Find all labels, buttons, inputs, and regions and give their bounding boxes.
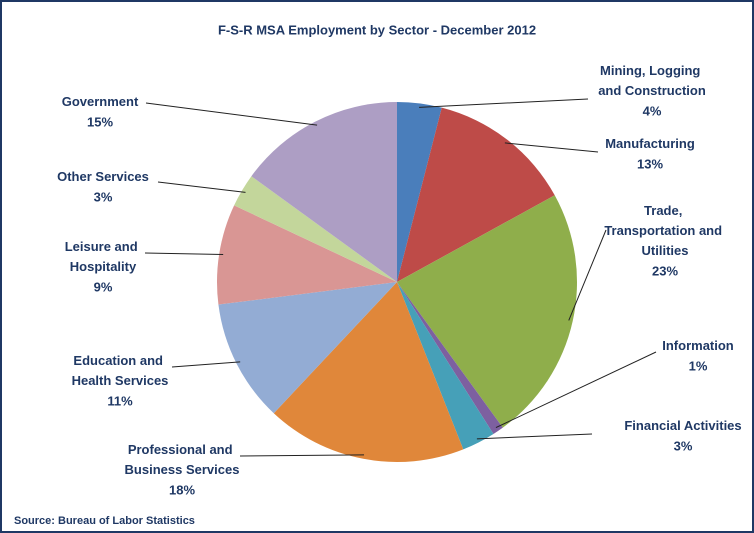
value-label: 9% (94, 279, 113, 294)
value-label: 11% (107, 393, 133, 408)
category-label: Professional and Business Services (125, 442, 240, 477)
leader-line (144, 252, 224, 255)
chart-title: F-S-R MSA Employment by Sector - Decembe… (218, 22, 536, 37)
leader-line (239, 454, 365, 457)
category-label: Financial Activities (624, 418, 741, 433)
pie-slice (251, 102, 397, 282)
pie-slice (397, 102, 442, 282)
value-label: 1% (689, 358, 708, 373)
category-label: Other Services (57, 169, 149, 184)
pie-slice (217, 205, 397, 305)
value-label: 4% (643, 103, 662, 118)
pie-slice (218, 282, 397, 414)
source-note: Source: Bureau of Labor Statistics (14, 515, 195, 527)
pie-slice (397, 107, 555, 282)
leader-line (145, 102, 318, 126)
category-label: Leisure and Hospitality (65, 239, 142, 274)
value-label: 15% (87, 114, 113, 129)
value-label: 3% (674, 438, 693, 453)
pie-slice (397, 282, 503, 434)
category-label: Trade, Transportation and Utilities (604, 203, 725, 258)
leader-line (495, 351, 657, 429)
pie-slice (397, 195, 577, 428)
leader-line (419, 98, 589, 108)
category-label: Manufacturing (605, 136, 695, 151)
value-label: 3% (94, 189, 113, 204)
value-label: 13% (637, 156, 663, 171)
leader-line (171, 361, 241, 368)
leader-line (157, 181, 246, 193)
category-label: Information (662, 338, 734, 353)
leader-line (504, 142, 599, 153)
category-label: Education and Health Services (72, 353, 169, 388)
category-label: Mining, Logging and Construction (598, 63, 706, 98)
leader-line (568, 229, 607, 321)
leader-line (476, 433, 593, 440)
value-label: 23% (652, 263, 678, 278)
value-label: 18% (169, 482, 195, 497)
pie-slice (273, 282, 464, 463)
pie-slice (397, 282, 494, 450)
pie-slice (234, 176, 397, 282)
category-label: Government (62, 94, 139, 109)
